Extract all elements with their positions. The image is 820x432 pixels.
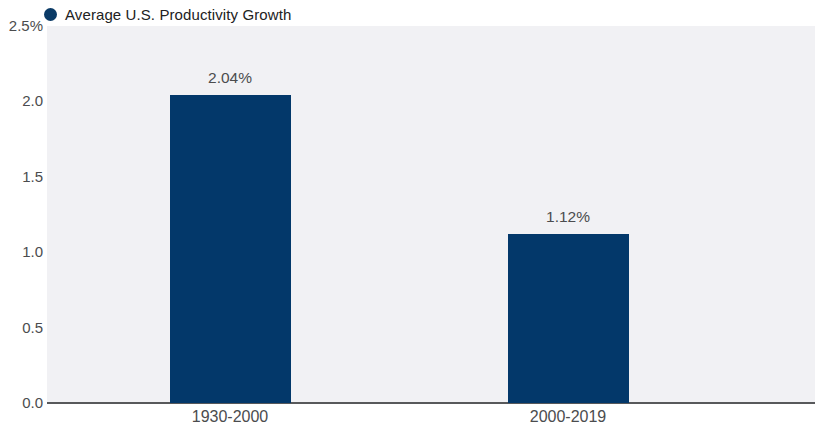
chart-legend: Average U.S. Productivity Growth [44, 4, 291, 24]
bar-1930-2000 [170, 95, 291, 403]
y-tick-label: 1.0 [0, 243, 43, 261]
y-tick-label: 0.5 [0, 319, 43, 337]
productivity-growth-chart: Average U.S. Productivity Growth 0.0 0.5 1… [0, 0, 820, 432]
x-axis-baseline [47, 402, 815, 404]
bar-value-label: 1.12% [498, 208, 638, 226]
legend-label: Average U.S. Productivity Growth [65, 6, 291, 23]
x-tick-label: 2000-2019 [488, 407, 648, 426]
y-tick-label: 1.5 [0, 168, 43, 186]
legend-marker-icon [44, 8, 57, 21]
bar-2000-2019 [508, 234, 629, 403]
x-tick-label: 1930-2000 [150, 407, 310, 426]
y-tick-label: 2.5% [0, 17, 43, 35]
y-tick-label: 0.0 [0, 394, 43, 412]
bar-value-label: 2.04% [160, 69, 300, 87]
y-tick-label: 2.0 [0, 92, 43, 110]
